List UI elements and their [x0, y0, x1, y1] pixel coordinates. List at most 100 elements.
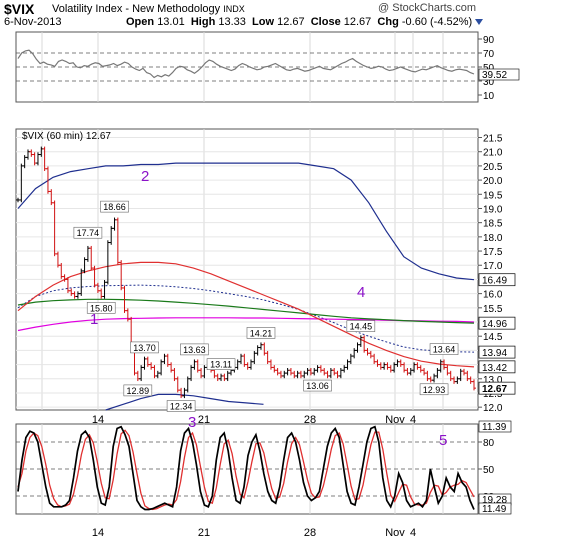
- wave-label-1: 1: [90, 311, 98, 328]
- price-x-tick-label: 28: [304, 414, 316, 426]
- price-x-tick-label: Nov: [385, 414, 405, 426]
- stoch-x-tick-label: 14: [92, 527, 104, 539]
- stoch-y-tick-label: 80: [483, 438, 495, 449]
- price-x-tick-label: 4: [410, 414, 416, 426]
- price-right-value-box: [478, 316, 516, 330]
- exchange-label: INDX: [223, 4, 245, 14]
- rsi-y-tick-label: 70: [483, 49, 495, 60]
- price-callout-label: 14.45: [350, 322, 373, 332]
- price-callout-box: [130, 341, 159, 354]
- stoch-x-tick-label: Nov: [385, 527, 405, 539]
- price-callout-label: 12.93: [423, 385, 446, 395]
- price-x-tick-label: 21: [198, 414, 210, 426]
- price-y-tick-label: 15.5: [483, 304, 503, 315]
- price-right-value-box: [478, 273, 516, 287]
- price-right-value-label: 16.49: [482, 276, 507, 287]
- stoch-y-tick-label: 50: [483, 465, 495, 476]
- price-callout-label: 17.74: [77, 228, 100, 238]
- rsi-line: [17, 49, 475, 79]
- price-right-value-label: 13.42: [482, 363, 507, 374]
- price-callout-box: [100, 200, 129, 213]
- source-site: @ StockCharts.com: [378, 2, 476, 14]
- price-callout-label: 13.64: [433, 345, 456, 355]
- ma-red-line: [17, 261, 475, 368]
- low-value: 12.67: [277, 16, 305, 28]
- price-callout-box: [303, 379, 332, 392]
- stoch-right-value-label: 11.49: [482, 504, 507, 515]
- price-y-tick-label: 12.0: [483, 403, 503, 414]
- price-callout-label: 15.80: [90, 303, 113, 313]
- price-callout-box: [246, 327, 276, 339]
- price-callout-label: 13.63: [183, 345, 206, 355]
- rsi-current-label: 39.52: [482, 70, 507, 81]
- low-label: Low: [252, 16, 275, 28]
- price-callout-box: [180, 343, 209, 356]
- wave-label-4: 4: [357, 284, 365, 301]
- stoch-fast-line: [17, 425, 475, 511]
- price-y-tick-label: 19.5: [483, 190, 503, 201]
- price-callout-box: [73, 226, 103, 239]
- ma-green-line: [17, 298, 475, 324]
- middle-dotted-line: [17, 284, 475, 353]
- price-y-tick-label: 14.5: [483, 332, 503, 343]
- stoch-right-value-box: [478, 420, 512, 433]
- price-y-tick-label: 13.0: [483, 375, 503, 386]
- price-callout-label: 13.11: [210, 360, 232, 370]
- price-callout-label: 18.66: [103, 202, 126, 212]
- price-y-tick-label: 19.0: [483, 204, 503, 215]
- stoch-x-tick-label: 4: [410, 527, 416, 539]
- price-y-tick-label: 18.0: [483, 233, 503, 244]
- wave-label-2: 2: [141, 168, 149, 185]
- ohlc-bar: Open 13.01 High 13.33 Low 12.67 Close 12…: [126, 16, 484, 28]
- ticker-symbol: $VIX: [4, 1, 35, 17]
- rsi-y-tick-label: 50: [483, 63, 495, 74]
- price-callout-box: [86, 302, 116, 314]
- price-y-tick-label: 21.0: [483, 148, 503, 159]
- price-right-value-box: [478, 381, 516, 395]
- price-x-tick-label: 14: [92, 414, 104, 426]
- price-callout-box: [419, 383, 449, 396]
- price-callout-label: 14.21: [250, 328, 273, 338]
- price-right-value-box: [478, 360, 516, 374]
- rsi-y-tick-label: 10: [483, 91, 495, 102]
- rsi-current-box: [478, 68, 520, 81]
- header-date: 6-Nov-2013: [4, 16, 62, 28]
- chg-dropdown-icon[interactable]: [475, 19, 484, 26]
- stoch-right-value-box: [478, 502, 512, 515]
- index-name-text: Volatility Index - New Methodology: [52, 3, 221, 15]
- price-right-value-box: [478, 345, 516, 359]
- price-callout-label: 13.70: [133, 343, 156, 353]
- open-value: 13.01: [157, 16, 185, 28]
- chg-value: -0.60 (-4.52%): [401, 16, 473, 28]
- wave-label-5: 5: [439, 432, 447, 449]
- price-callout-box: [123, 384, 153, 397]
- high-label: High: [190, 16, 216, 28]
- price-y-tick-label: 17.5: [483, 247, 503, 258]
- price-y-tick-label: 20.0: [483, 176, 503, 187]
- price-right-value-label: 12.67: [482, 384, 507, 395]
- price-callout-box: [429, 343, 459, 355]
- rsi-y-tick-label: 90: [483, 35, 495, 46]
- rsi-y-tick-label: 30: [483, 77, 495, 88]
- wave-label-3: 3: [188, 414, 196, 431]
- open-label: Open: [126, 16, 155, 28]
- close-value: 12.67: [343, 16, 372, 28]
- price-y-tick-label: 17.0: [483, 261, 503, 272]
- index-name: Volatility Index - New Methodology INDX: [52, 3, 245, 15]
- stoch-x-tick-label: 28: [304, 527, 316, 539]
- price-y-tick-label: 21.5: [483, 134, 503, 145]
- price-callout-label: 13.06: [306, 381, 329, 391]
- close-label: Close: [310, 16, 341, 28]
- stoch-right-value-label: 11.39: [482, 422, 507, 433]
- price-right-value-label: 14.96: [482, 319, 507, 330]
- price-y-tick-label: 16.0: [483, 290, 503, 301]
- price-right-value-label: 13.94: [482, 348, 507, 359]
- stoch-right-value-label: 19.28: [482, 495, 507, 506]
- price-y-tick-label: 18.5: [483, 219, 503, 230]
- price-callout-label: 12.34: [170, 402, 193, 412]
- high-value: 13.33: [218, 16, 246, 28]
- price-y-tick-label: 20.5: [483, 162, 503, 173]
- price-callout-box: [206, 358, 236, 370]
